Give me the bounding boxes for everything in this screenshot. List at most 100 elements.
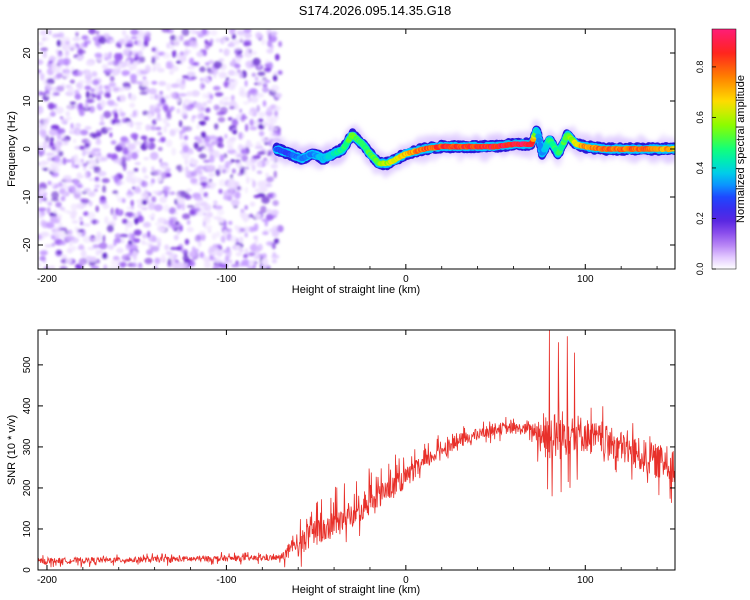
noise-blob — [182, 125, 186, 134]
noise-blob — [187, 149, 194, 155]
noise-blob — [61, 43, 68, 51]
noise-blob — [216, 209, 225, 216]
noise-blob — [152, 62, 161, 70]
noise-blob — [118, 38, 125, 46]
noise-blob — [53, 225, 61, 230]
noise-blob — [75, 31, 79, 37]
noise-blob — [100, 114, 105, 122]
colorbar-label: Normalized spectral amplitude — [735, 75, 747, 223]
noise-blob — [210, 30, 218, 36]
noise-blob — [95, 139, 102, 146]
snr-xtick-label: -200 — [37, 575, 57, 586]
noise-blob — [131, 206, 135, 210]
noise-blob — [105, 72, 111, 77]
noise-blob — [65, 159, 72, 163]
noise-blob — [159, 158, 163, 164]
noise-blob — [245, 47, 251, 53]
noise-blob — [76, 203, 86, 209]
noise-blob — [80, 158, 84, 163]
noise-blob — [244, 80, 248, 87]
ridge-cell — [535, 133, 542, 139]
noise-blob — [117, 209, 122, 215]
noise-blob — [49, 265, 56, 269]
noise-blob — [107, 244, 115, 250]
noise-blob — [69, 44, 78, 51]
noise-blob — [90, 88, 96, 93]
noise-blob — [243, 101, 249, 105]
noise-blob — [141, 167, 147, 173]
noise-blob — [113, 241, 117, 247]
noise-blob — [45, 93, 49, 97]
noise-blob — [136, 262, 140, 266]
noise-blob — [175, 246, 182, 251]
noise-blob — [154, 94, 159, 100]
noise-blob — [52, 92, 60, 96]
colorbar-tick-label: 0.6 — [695, 111, 705, 124]
noise-blob — [96, 95, 101, 100]
noise-blob — [73, 127, 82, 136]
noise-blob — [45, 152, 55, 157]
noise-blob — [262, 253, 267, 259]
noise-blob — [122, 30, 127, 36]
noise-blob — [88, 165, 94, 170]
noise-blob — [145, 140, 151, 148]
noise-blob — [99, 199, 108, 205]
noise-blob — [198, 153, 207, 159]
noise-blob — [88, 158, 96, 165]
noise-blob — [203, 159, 211, 163]
noise-blob — [98, 90, 104, 95]
noise-blob — [148, 137, 156, 142]
noise-blob — [49, 136, 55, 143]
noise-blob — [78, 79, 85, 84]
noise-blob — [186, 205, 195, 208]
noise-blob — [41, 161, 50, 165]
noise-blob — [120, 233, 129, 238]
noise-blob — [262, 100, 267, 107]
noise-blob — [231, 118, 239, 127]
noise-blob — [244, 186, 248, 194]
spectrogram-ytick-label: -10 — [22, 189, 33, 204]
noise-blob — [219, 154, 225, 163]
noise-blob — [235, 57, 242, 63]
noise-blob — [266, 176, 274, 183]
noise-blob — [67, 247, 73, 254]
noise-blob — [153, 204, 163, 212]
noise-blob — [86, 90, 90, 99]
noise-blob — [277, 70, 283, 75]
noise-blob — [226, 180, 235, 189]
noise-blob — [208, 155, 215, 163]
noise-blob — [61, 133, 66, 140]
noise-blob — [150, 126, 157, 131]
noise-blob — [243, 29, 252, 34]
noise-blob — [270, 31, 278, 36]
noise-blob — [248, 252, 256, 257]
noise-blob — [148, 202, 156, 211]
noise-blob — [82, 223, 91, 227]
snr-xtick-label: 0 — [403, 575, 409, 586]
noise-blob — [194, 234, 201, 242]
noise-blob — [141, 69, 150, 73]
noise-blob — [95, 258, 101, 264]
noise-blob — [59, 116, 64, 120]
noise-blob — [208, 135, 217, 141]
noise-blob — [269, 117, 277, 125]
noise-blob — [215, 169, 221, 177]
noise-blob — [274, 53, 280, 61]
noise-blob — [245, 123, 249, 132]
noise-blob — [228, 145, 234, 151]
noise-blob — [205, 107, 211, 113]
noise-blob — [235, 252, 242, 257]
noise-blob — [152, 68, 156, 72]
noise-blob — [230, 199, 240, 207]
noise-blob — [202, 101, 207, 107]
noise-blob — [130, 73, 137, 80]
noise-blob — [47, 114, 52, 122]
noise-blob — [135, 81, 143, 85]
noise-blob — [212, 248, 220, 252]
noise-blob — [76, 174, 84, 179]
noise-blob — [40, 231, 50, 238]
noise-blob — [98, 36, 107, 45]
noise-blob — [254, 238, 259, 243]
noise-blob — [243, 253, 248, 259]
noise-blob — [206, 211, 214, 218]
